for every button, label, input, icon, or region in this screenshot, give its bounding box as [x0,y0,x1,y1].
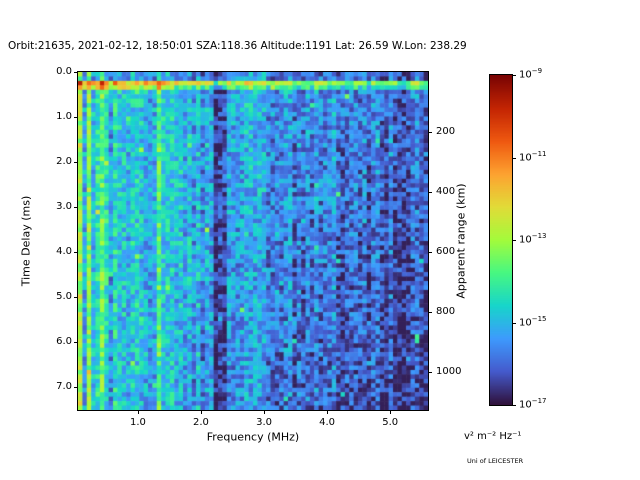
x-axis-label: Frequency (MHz) [206,430,300,444]
tick-label: 10−15 [519,314,547,328]
tick-label: 0.0 [56,66,72,77]
tick-label: 2.0 [193,417,209,428]
axis-tick [74,342,78,344]
tick-label: 10−11 [519,149,547,163]
tick-label: 10−17 [519,397,547,411]
tick-label: 4.0 [56,246,72,258]
plot-title: Orbit:21635, 2021-02-12, 18:50:01 SZA:11… [8,40,467,52]
axis-tick [74,72,78,73]
axis-tick [74,117,78,119]
tick-label: 7.0 [56,381,72,393]
tick-label: 1.0 [56,111,72,123]
tick-label: 3.0 [256,417,272,428]
axis-tick [327,410,329,414]
tick-label: 10−9 [519,67,543,81]
tick-label: 400 [436,186,456,198]
tick-label: 800 [436,306,456,318]
axis-tick [512,405,516,406]
axis-tick [137,410,139,414]
tick-label: 10−13 [519,232,547,246]
axis-tick [74,207,78,209]
axis-tick [74,252,78,254]
axis-tick [512,322,516,324]
axis-tick [264,410,266,414]
axis-tick [74,297,78,299]
axis-tick [200,410,202,414]
tick-label: 3.0 [56,201,72,213]
axis-tick [428,312,432,314]
tick-label: 600 [436,246,456,258]
axis-tick [74,162,78,164]
heatmap-canvas [78,72,428,410]
axis-tick [512,75,516,76]
heatmap-plot-area [77,71,429,411]
tick-label: 5.0 [56,291,72,303]
axis-tick [74,387,78,389]
colorbar [489,74,513,406]
axis-tick [512,157,516,159]
axis-tick [428,192,432,194]
tick-label: 2.0 [56,156,72,168]
axis-tick [512,240,516,241]
y-axis-label-left: Time Delay (ms) [19,195,33,287]
tick-label: 4.0 [319,417,336,428]
axis-tick [428,252,432,254]
tick-label: 200 [436,126,456,138]
tick-label: 1.0 [129,417,146,428]
colorbar-unit-label: v² m⁻² Hz⁻¹ [464,431,522,442]
axis-tick [428,132,432,134]
axis-tick [428,372,432,374]
tick-label: 5.0 [382,417,399,428]
tick-label: 1000 [436,366,462,378]
credit-text: Uni of LEICESTER [467,457,524,465]
axis-tick [390,410,392,414]
tick-label: 6.0 [56,336,72,348]
y-axis-label-right: Apparent range (km) [454,183,468,299]
colorbar-canvas [490,75,512,405]
